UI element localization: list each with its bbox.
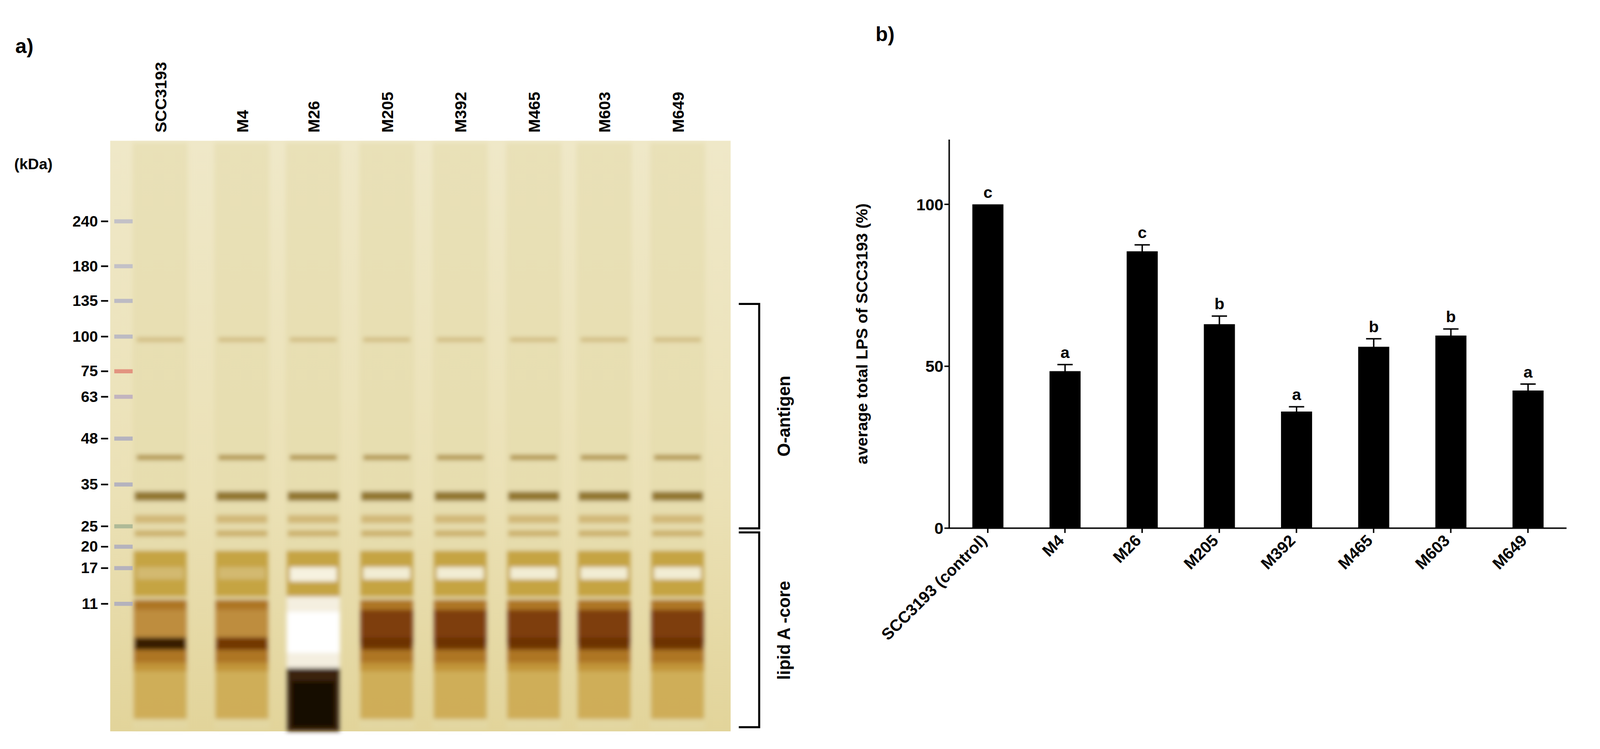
svg-text:100: 100 xyxy=(916,195,944,214)
svg-text:63: 63 xyxy=(80,388,99,406)
svg-text:M392: M392 xyxy=(1257,531,1299,573)
svg-text:M26: M26 xyxy=(1109,531,1145,567)
svg-text:a: a xyxy=(1060,343,1071,362)
svg-text:b: b xyxy=(1368,317,1379,336)
svg-text:M205: M205 xyxy=(378,91,397,133)
svg-text:SCC3193 (control): SCC3193 (control) xyxy=(877,531,990,644)
svg-text:SCC3193: SCC3193 xyxy=(151,61,170,133)
svg-text:M603: M603 xyxy=(1411,531,1454,573)
svg-text:lipid A -core: lipid A -core xyxy=(774,580,794,680)
svg-text:35: 35 xyxy=(80,475,99,494)
svg-text:25: 25 xyxy=(80,517,99,536)
html-text:b): b) xyxy=(875,22,895,46)
svg-text:50: 50 xyxy=(925,357,944,376)
svg-text:M649: M649 xyxy=(668,91,688,133)
svg-text:M205: M205 xyxy=(1180,531,1222,573)
svg-text:M649: M649 xyxy=(1488,531,1531,573)
svg-text:M4: M4 xyxy=(233,109,252,133)
svg-text:0: 0 xyxy=(934,519,944,538)
svg-text:c: c xyxy=(1137,223,1147,242)
svg-text:M392: M392 xyxy=(451,91,470,133)
svg-text:a: a xyxy=(1292,385,1302,404)
svg-text:M26: M26 xyxy=(304,100,323,133)
svg-text:20: 20 xyxy=(80,537,99,556)
svg-text:O-antigen: O-antigen xyxy=(774,375,794,457)
svg-text:11: 11 xyxy=(81,595,99,613)
svg-text:M4: M4 xyxy=(1038,531,1068,560)
svg-text:b: b xyxy=(1214,294,1225,313)
svg-text:240: 240 xyxy=(72,212,98,231)
svg-text:average total LPS of SCC3193 (: average total LPS of SCC3193 (%) xyxy=(852,203,871,465)
svg-text:(kDa): (kDa) xyxy=(14,155,53,173)
svg-text:M465: M465 xyxy=(1334,531,1376,573)
svg-text:48: 48 xyxy=(80,429,99,448)
svg-text:17: 17 xyxy=(80,559,99,577)
svg-text:a): a) xyxy=(15,34,34,58)
svg-text:180: 180 xyxy=(72,257,98,275)
svg-text:135: 135 xyxy=(72,292,98,310)
svg-text:b: b xyxy=(1446,307,1457,326)
svg-text:c: c xyxy=(983,183,993,202)
svg-text:M465: M465 xyxy=(525,91,544,133)
svg-text:M603: M603 xyxy=(595,91,614,133)
svg-text:75: 75 xyxy=(80,362,99,380)
svg-text:100: 100 xyxy=(72,328,98,346)
svg-text:a: a xyxy=(1523,362,1534,382)
